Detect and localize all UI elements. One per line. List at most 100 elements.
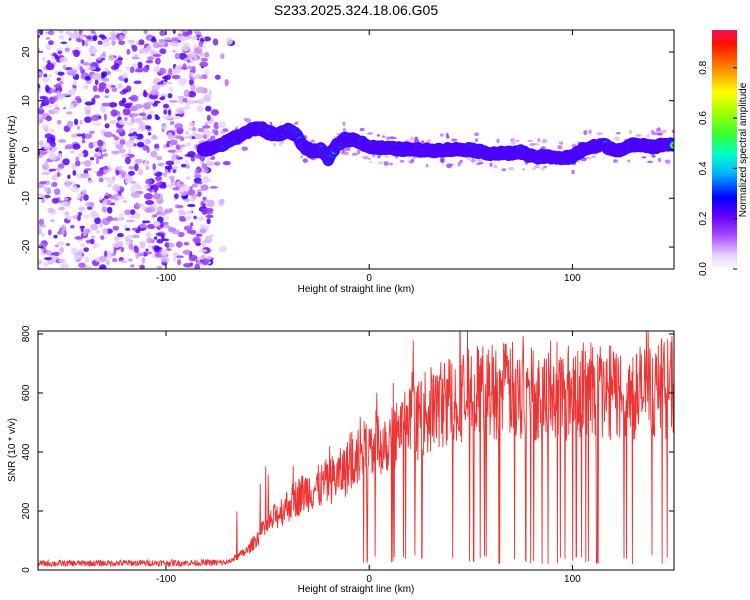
noise-speckle [101,206,107,213]
noise-speckle [155,155,163,161]
noise-speckle [84,106,92,112]
noise-speckle [203,36,211,42]
noise-speckle [141,205,146,210]
noise-speckle [62,158,70,166]
noise-speckle [130,185,138,193]
noise-speckle [96,57,102,61]
noise-speckle [98,177,104,183]
noise-speckle [133,80,142,85]
noise-speckle [99,264,107,269]
noise-speckle [126,121,134,126]
noise-speckle [164,81,173,85]
noise-speckle [103,153,108,157]
noise-speckle [95,157,100,165]
ridge-speckle [220,131,225,135]
noise-speckle [125,219,135,223]
noise-speckle [155,211,161,216]
ridge-speckle [496,138,500,144]
noise-speckle [206,156,211,164]
ridge-speckle [421,140,425,144]
noise-speckle [185,142,192,147]
ridge-speckle [529,143,536,146]
noise-speckle [139,241,146,249]
noise-speckle [66,215,73,220]
noise-speckle [134,103,144,109]
noise-speckle [135,117,143,124]
ridge-speckle [213,161,221,166]
noise-speckle [122,108,131,116]
noise-speckle [147,114,153,120]
ridge-speckle [399,160,405,163]
noise-speckle [158,84,165,87]
noise-speckle [58,139,67,143]
noise-speckle [79,120,83,125]
noise-speckle [105,83,114,90]
noise-speckle [116,217,124,221]
noise-speckle [226,37,233,45]
ridge-speckle [657,157,662,163]
noise-speckle [104,195,109,199]
noise-speckle [193,30,201,33]
noise-speckle [45,44,52,51]
ridge-speckle [531,167,537,170]
snr-x-ticks: -100 0 100 [156,331,581,585]
ridge-speckle [393,137,397,139]
noise-speckle [131,56,140,60]
noise-speckle [164,209,171,214]
ridge-speckle [310,139,315,143]
noise-speckle [41,171,51,176]
noise-speckle [88,142,94,149]
noise-speckle [173,68,182,74]
noise-speckle [93,72,102,81]
noise-speckle [138,39,145,46]
ridge-speckle [477,159,483,163]
noise-speckle [82,62,91,66]
noise-speckle [81,39,85,47]
noise-speckle [113,136,120,141]
noise-speckle [167,242,175,248]
noise-speckle [61,224,67,232]
noise-speckle [189,186,193,190]
ridge-speckle [202,134,208,140]
noise-speckle [38,259,43,265]
noise-speckle [182,42,191,46]
noise-speckle [113,247,117,255]
noise-speckle [45,37,51,40]
ridge-speckle [510,138,515,143]
noise-speckle [53,103,59,107]
noise-speckle [108,36,117,41]
noise-speckle [195,233,203,237]
noise-speckle [183,136,193,139]
ridge-speckle [269,121,273,126]
y-tick-label: -10 [21,191,32,206]
ridge-speckle [663,129,667,133]
noise-speckle [151,253,157,259]
noise-speckle [141,257,146,264]
noise-speckle [143,65,149,73]
y-tick-label: 800 [21,325,32,342]
colorbar-tick-label: 0.4 [698,161,709,175]
noise-speckle [162,123,167,131]
noise-speckle [88,33,95,36]
ridge-speckle [302,158,308,163]
noise-speckle [48,153,58,161]
noise-speckle [118,40,126,46]
noise-speckle [43,73,48,78]
noise-speckle [121,154,130,158]
colorbar-tick-label: 0.0 [698,262,709,276]
noise-speckle [201,208,208,212]
ridge-speckle [344,147,351,151]
ridge-speckle [635,134,642,137]
noise-speckle [135,229,141,234]
noise-speckle [152,41,160,49]
noise-speckle [63,180,72,188]
noise-speckle [73,252,83,257]
noise-speckle [193,215,197,220]
noise-speckle [109,120,117,124]
noise-speckle [189,222,194,227]
noise-speckle [182,97,188,103]
noise-speckle [205,105,212,112]
noise-speckle [188,51,196,58]
noise-speckle [45,104,53,108]
noise-speckle [154,114,159,118]
